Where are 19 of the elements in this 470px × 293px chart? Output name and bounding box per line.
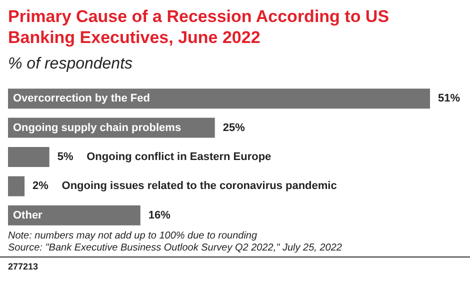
chart-subtitle: % of respondents bbox=[8, 56, 133, 72]
y-tick-label: Ongoing supply chain problems bbox=[13, 122, 182, 134]
text: 277213 bbox=[8, 262, 38, 272]
bar bbox=[8, 88, 430, 109]
data-label: 16% bbox=[148, 209, 171, 222]
bar bbox=[8, 147, 50, 167]
bar bbox=[8, 205, 140, 226]
chart-title: Primary Cause of a Recession According to US Banking Executives, June 2022 bbox=[8, 7, 394, 47]
source-note: Source: "Bank Executive Business Outlook Survey Q2 2022," July 25, 2022 bbox=[8, 242, 342, 254]
y-tick-label: Ongoing issues related to the coronavirus pandemic bbox=[62, 180, 337, 192]
y-tick-label: Other bbox=[13, 209, 44, 222]
y-tick-label: Ongoing conflict in Eastern Europe bbox=[86, 151, 272, 163]
data-label: 51% bbox=[438, 92, 460, 105]
text: Note: numbers may not add up to 100% due to rounding bbox=[8, 230, 258, 242]
y-tick-label: Overcorrection by the Fed bbox=[13, 92, 150, 105]
bar bbox=[8, 176, 25, 196]
data-label: 2% bbox=[32, 180, 49, 192]
data-label: 25% bbox=[222, 122, 246, 134]
data-label: 5% bbox=[57, 151, 74, 163]
